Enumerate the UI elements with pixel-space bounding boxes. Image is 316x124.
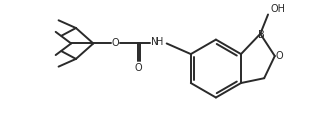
Text: O: O [112,38,119,48]
Text: H: H [156,37,164,47]
Text: B: B [258,30,265,40]
Text: OH: OH [271,4,286,14]
Text: O: O [135,63,143,73]
Text: N: N [151,37,159,47]
Text: O: O [276,51,283,61]
